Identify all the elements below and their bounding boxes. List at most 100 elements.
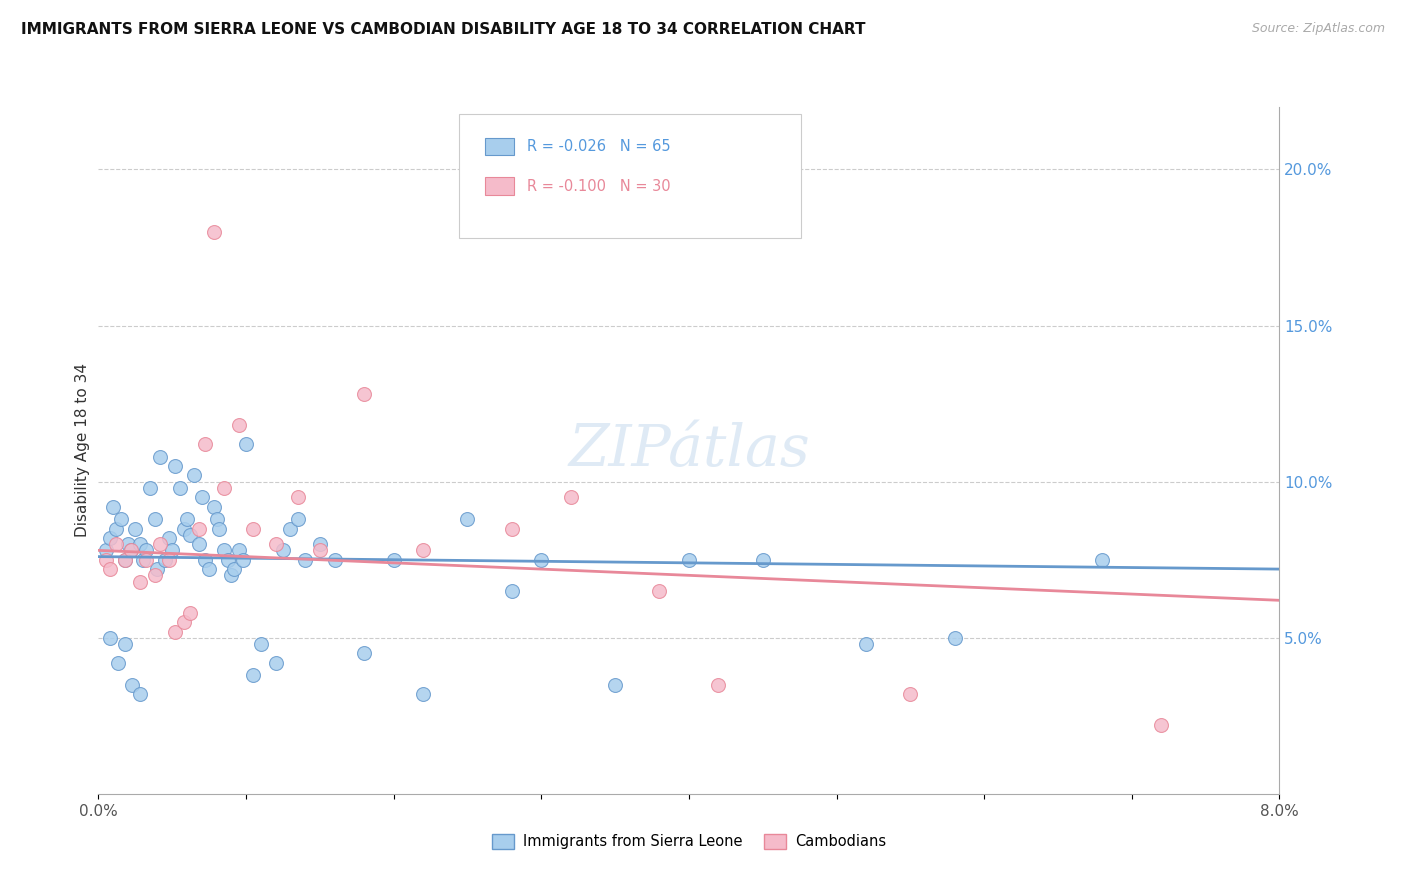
Point	[194, 437, 217, 451]
Point	[157, 552, 180, 567]
Point	[173, 615, 195, 630]
Point	[294, 552, 316, 567]
FancyBboxPatch shape	[485, 178, 515, 194]
Point	[287, 490, 309, 504]
Point	[135, 543, 157, 558]
Text: ZIPátlas: ZIPátlas	[568, 422, 810, 479]
Point	[121, 678, 143, 692]
Point	[173, 521, 195, 535]
Point	[382, 552, 405, 567]
Point	[501, 583, 523, 598]
Point	[309, 543, 332, 558]
Point	[217, 552, 239, 567]
Point	[187, 521, 209, 535]
Point	[707, 678, 730, 692]
Point	[132, 552, 155, 567]
Point	[98, 562, 121, 576]
Point	[94, 552, 117, 567]
Point	[323, 552, 346, 567]
FancyBboxPatch shape	[485, 138, 515, 155]
Point	[678, 552, 700, 567]
Point	[457, 512, 479, 526]
Point	[530, 552, 553, 567]
Point	[146, 562, 169, 576]
Point	[114, 552, 136, 567]
Point	[221, 568, 243, 582]
Text: Source: ZipAtlas.com: Source: ZipAtlas.com	[1251, 22, 1385, 36]
Point	[560, 490, 582, 504]
Point	[105, 537, 128, 551]
Point	[110, 512, 132, 526]
Point	[198, 562, 221, 576]
Point	[94, 543, 117, 558]
Point	[165, 458, 187, 473]
Point	[250, 637, 273, 651]
Point	[120, 543, 142, 558]
Point	[232, 552, 254, 567]
Point	[143, 512, 166, 526]
Point	[202, 225, 225, 239]
Point	[107, 656, 129, 670]
Point	[162, 543, 183, 558]
Point	[114, 637, 136, 651]
Point	[128, 687, 150, 701]
Text: R = -0.026   N = 65: R = -0.026 N = 65	[527, 139, 671, 154]
Point	[202, 500, 225, 514]
Y-axis label: Disability Age 18 to 34: Disability Age 18 to 34	[75, 363, 90, 538]
Point	[169, 481, 191, 495]
Point	[353, 387, 375, 401]
Point	[271, 543, 294, 558]
Point	[98, 531, 121, 545]
Point	[165, 624, 187, 639]
Point	[353, 646, 375, 660]
Point	[280, 521, 302, 535]
Point	[191, 490, 214, 504]
Point	[128, 537, 150, 551]
Point	[212, 481, 235, 495]
Text: R = -0.100   N = 30: R = -0.100 N = 30	[527, 178, 671, 194]
Point	[264, 537, 287, 551]
Point	[124, 521, 146, 535]
Point	[1150, 718, 1173, 732]
Point	[183, 468, 205, 483]
Point	[105, 521, 128, 535]
Point	[648, 583, 671, 598]
Point	[149, 537, 172, 551]
Point	[114, 552, 136, 567]
Point	[179, 527, 201, 541]
Point	[228, 418, 250, 433]
Point	[139, 481, 162, 495]
Point	[412, 543, 434, 558]
Point	[194, 552, 217, 567]
Point	[187, 537, 209, 551]
Point	[752, 552, 775, 567]
Point	[287, 512, 309, 526]
Point	[224, 562, 246, 576]
Point	[103, 500, 125, 514]
Point	[900, 687, 922, 701]
Point	[157, 531, 180, 545]
Point	[228, 543, 250, 558]
Point	[943, 631, 966, 645]
Point	[412, 687, 434, 701]
Point	[120, 543, 142, 558]
Point	[235, 437, 257, 451]
Point	[501, 521, 523, 535]
Point	[117, 537, 139, 551]
Point	[309, 537, 332, 551]
Point	[179, 606, 201, 620]
Point	[98, 631, 121, 645]
Text: IMMIGRANTS FROM SIERRA LEONE VS CAMBODIAN DISABILITY AGE 18 TO 34 CORRELATION CH: IMMIGRANTS FROM SIERRA LEONE VS CAMBODIA…	[21, 22, 866, 37]
Point	[135, 552, 157, 567]
Point	[605, 678, 627, 692]
Point	[855, 637, 877, 651]
FancyBboxPatch shape	[458, 114, 801, 237]
Point	[242, 668, 264, 682]
Legend: Immigrants from Sierra Leone, Cambodians: Immigrants from Sierra Leone, Cambodians	[486, 828, 891, 855]
Point	[1091, 552, 1114, 567]
Point	[208, 521, 231, 535]
Point	[149, 450, 172, 464]
Point	[153, 552, 176, 567]
Point	[242, 521, 264, 535]
Point	[212, 543, 235, 558]
